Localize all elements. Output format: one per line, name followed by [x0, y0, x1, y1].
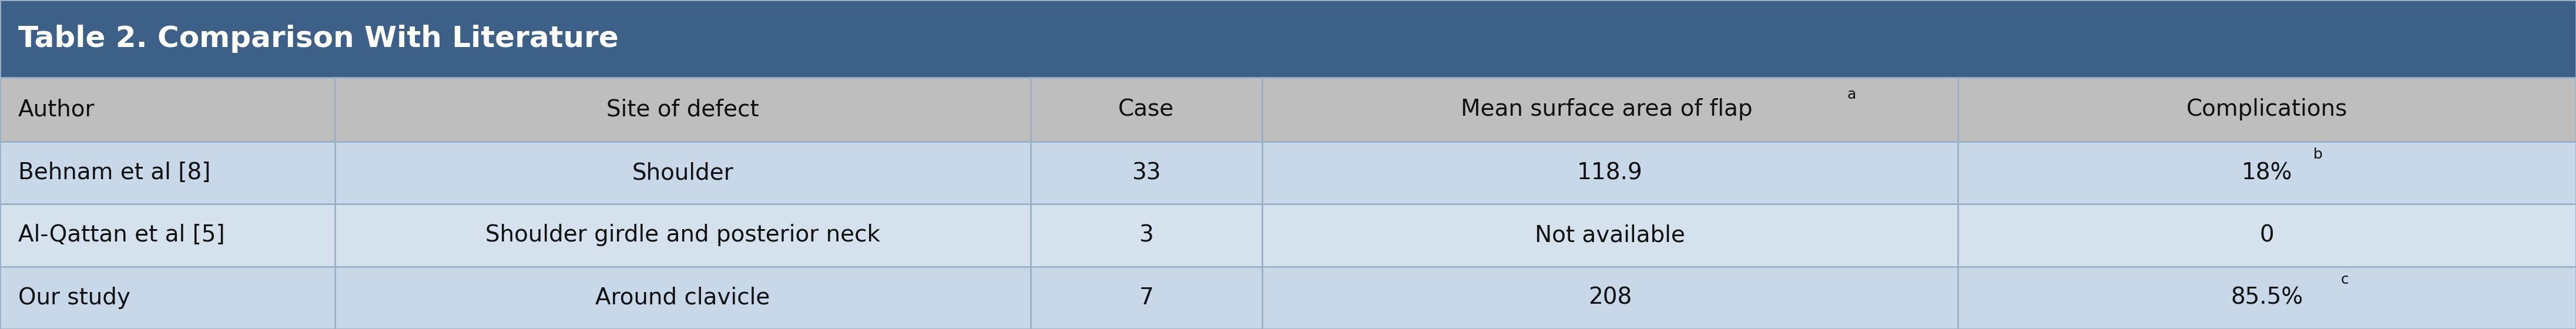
Text: Al-Qattan et al [5]: Al-Qattan et al [5] [18, 224, 224, 246]
Text: Behnam et al [8]: Behnam et al [8] [18, 162, 211, 184]
Text: Site of defect: Site of defect [605, 98, 760, 120]
Bar [0, 204, 2576, 266]
Text: 18%: 18% [2241, 162, 2293, 184]
Text: Table 2. Comparison With Literature: Table 2. Comparison With Literature [18, 25, 618, 53]
Text: Case: Case [1118, 98, 1175, 120]
Text: 7: 7 [1139, 287, 1154, 309]
Text: Mean surface area of flap: Mean surface area of flap [1461, 98, 1759, 120]
Text: 85.5%: 85.5% [2231, 287, 2303, 309]
Text: Our study: Our study [18, 287, 131, 309]
Text: Not available: Not available [1535, 224, 1685, 246]
Text: 33: 33 [1131, 162, 1162, 184]
Text: 0: 0 [2259, 224, 2275, 246]
Text: 208: 208 [1589, 287, 1631, 309]
Bar [0, 266, 2576, 329]
Text: Shoulder: Shoulder [631, 162, 734, 184]
Text: a: a [1847, 88, 1855, 102]
Text: b: b [2313, 148, 2324, 162]
Bar [0, 141, 2576, 204]
Text: c: c [2342, 273, 2349, 287]
Text: Around clavicle: Around clavicle [595, 287, 770, 309]
Text: 118.9: 118.9 [1577, 162, 1643, 184]
Text: Author: Author [18, 98, 95, 120]
Text: Complications: Complications [2187, 98, 2347, 120]
Bar [0, 0, 2576, 77]
Bar [0, 77, 2576, 141]
Text: Shoulder girdle and posterior neck: Shoulder girdle and posterior neck [484, 224, 881, 246]
Text: 3: 3 [1139, 224, 1154, 246]
